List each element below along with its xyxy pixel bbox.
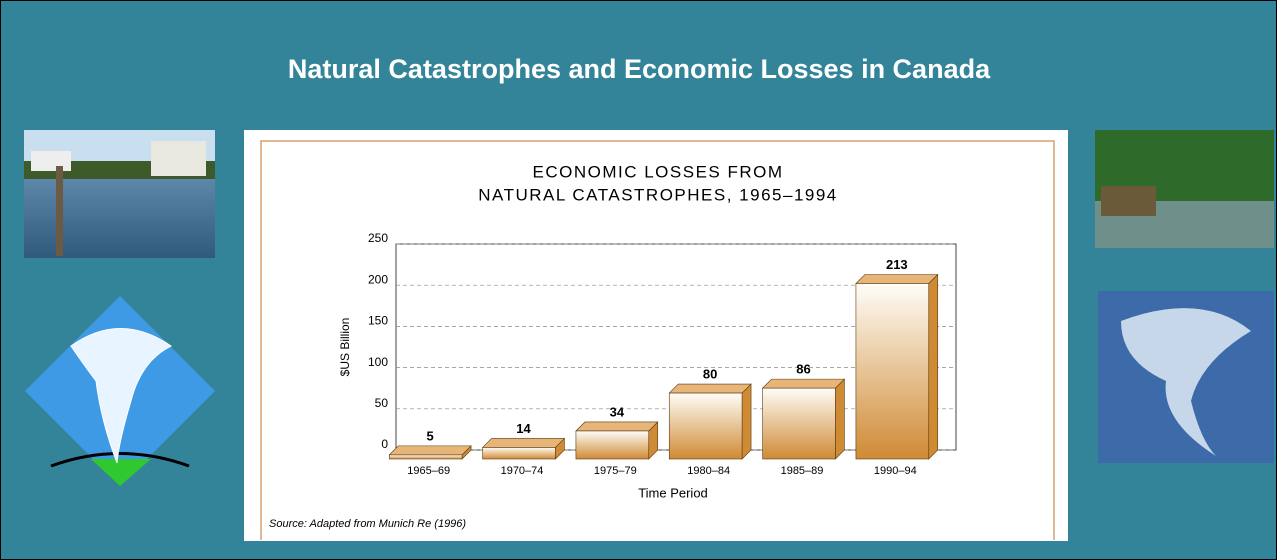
y-tick-label: 0 <box>381 437 388 451</box>
bar-top <box>388 445 472 456</box>
slide-title: Natural Catastrophes and Economic Losses… <box>288 54 991 84</box>
tornado-photo <box>1098 291 1274 463</box>
bar-side <box>928 273 939 460</box>
bar <box>762 387 836 460</box>
bar-top <box>855 274 939 284</box>
bar <box>668 392 743 460</box>
tornado-icon <box>25 296 215 486</box>
x-axis-label: Time Period <box>638 485 708 500</box>
y-tick-label: 250 <box>368 231 388 245</box>
y-axis-label: $US Billion <box>338 318 352 377</box>
bar-side <box>835 378 845 460</box>
bar-top <box>575 421 659 432</box>
x-tick-label: 1965–69 <box>407 465 450 477</box>
bar <box>388 454 463 460</box>
value-label: 80 <box>703 367 717 382</box>
value-label: 34 <box>610 404 625 419</box>
chart-title: NATURAL CATASTROPHES, 1965–1994 <box>478 185 838 204</box>
flood-photo <box>1095 130 1274 248</box>
y-tick-label: 150 <box>368 314 388 328</box>
x-tick-label: 1990–94 <box>874 465 917 477</box>
source-note: Source: Adapted from Munich Re (1996) <box>269 518 466 530</box>
value-label: 5 <box>427 428 434 443</box>
bar <box>855 283 930 460</box>
x-tick-label: 1970–74 <box>501 465 544 477</box>
y-tick-label: 200 <box>368 272 388 286</box>
panel-border <box>260 140 1055 540</box>
bar-top <box>668 383 752 394</box>
bar-top <box>761 378 846 389</box>
value-label: 86 <box>796 362 810 377</box>
bar-side <box>741 383 752 460</box>
value-label: 14 <box>516 421 531 436</box>
x-tick-label: 1980–84 <box>687 465 730 477</box>
y-tick-label: 100 <box>368 355 388 369</box>
y-tick-label: 50 <box>375 396 389 410</box>
chart-title: ECONOMIC LOSSES FROM <box>532 162 783 181</box>
x-tick-label: 1985–89 <box>781 465 824 477</box>
bar-top <box>481 438 566 448</box>
bar <box>482 447 556 460</box>
flood-photo <box>24 130 215 258</box>
bar <box>575 430 650 460</box>
x-tick-label: 1975–79 <box>594 465 637 477</box>
value-label: 213 <box>886 257 908 272</box>
